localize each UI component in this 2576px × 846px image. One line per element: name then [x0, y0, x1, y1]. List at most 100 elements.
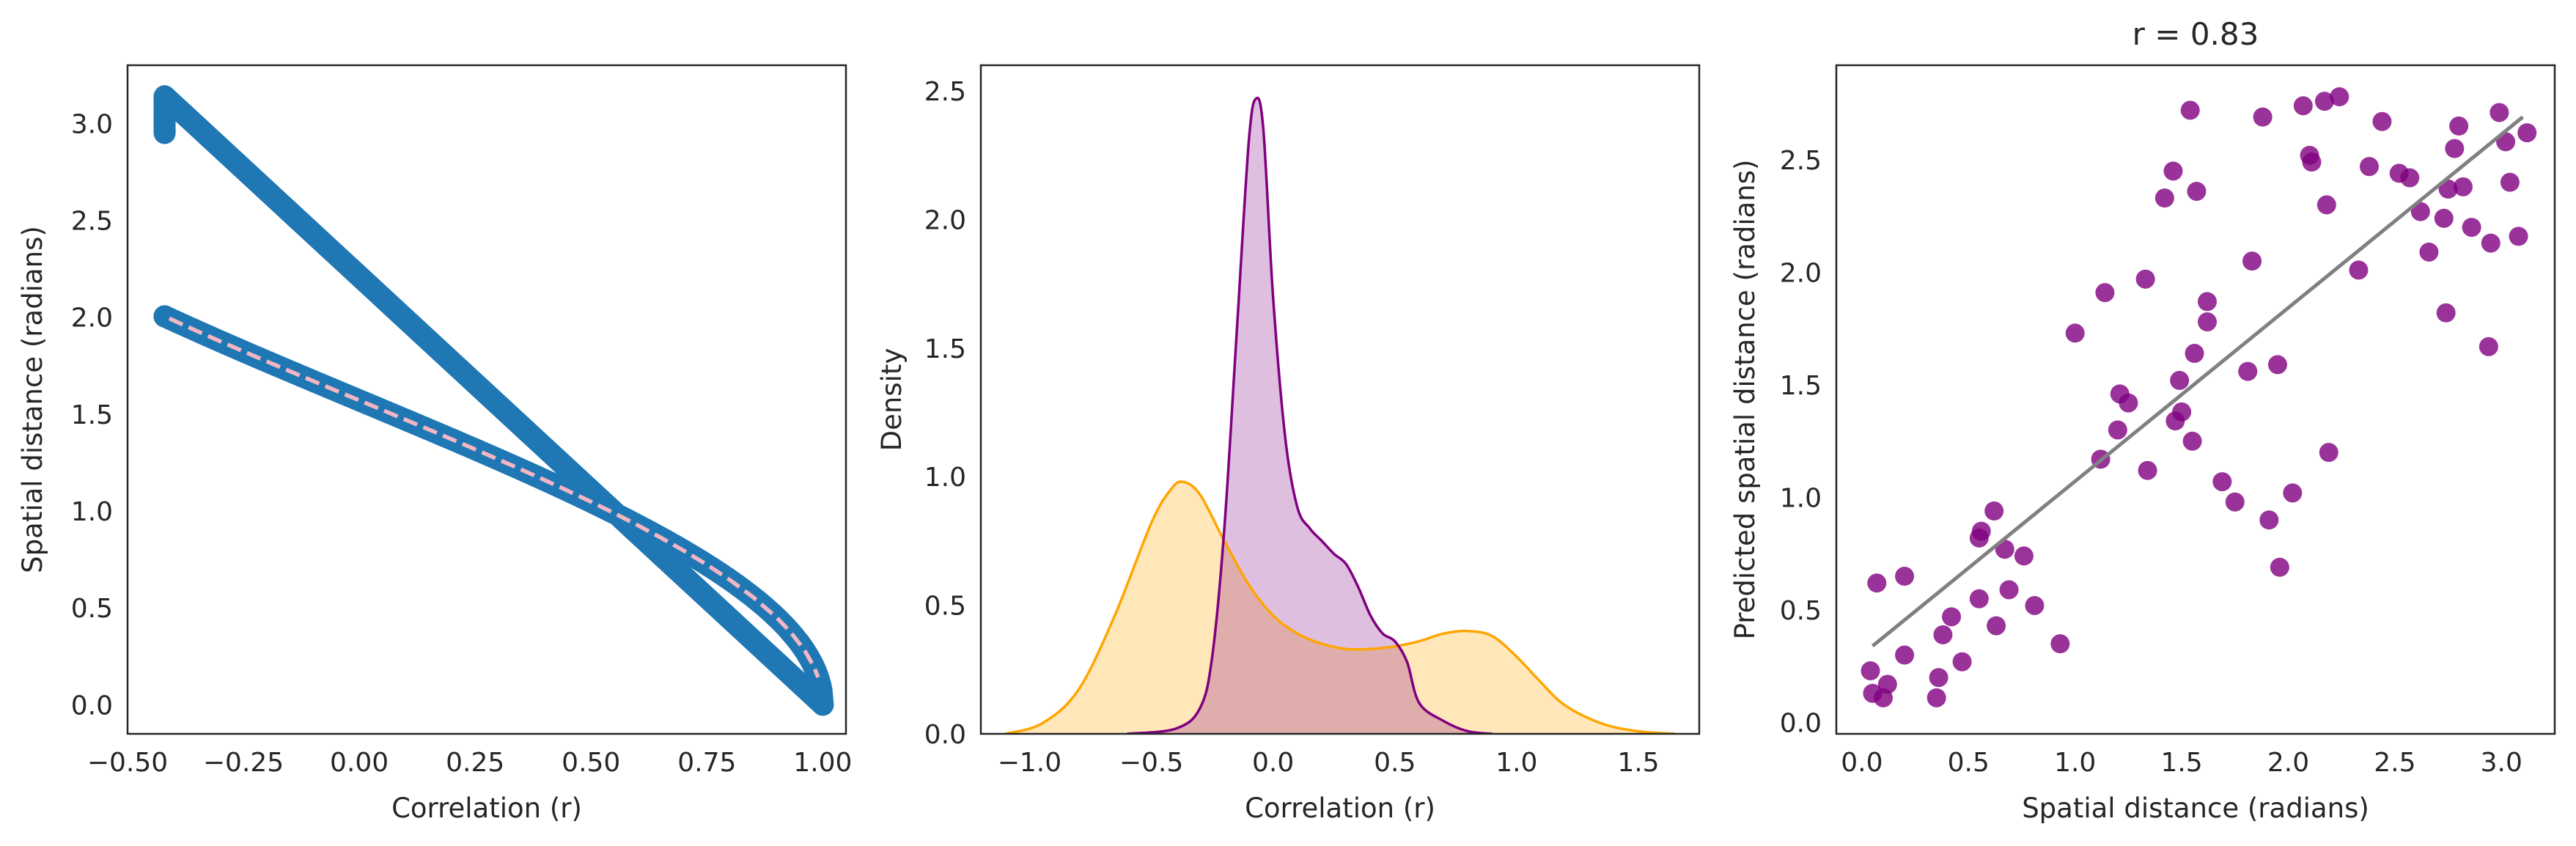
- panel-1-x-tick-label: 0.75: [677, 748, 736, 778]
- panel-1-y-tick-label: 3.0: [71, 109, 113, 139]
- panel-1-frame: [126, 64, 847, 735]
- panel-3-point: [2489, 103, 2509, 122]
- panel-3-point: [2436, 303, 2456, 323]
- panel-3-point: [1984, 501, 2004, 521]
- panel-1-y-tick-label: 0.0: [71, 691, 113, 721]
- panel-3-point: [2163, 161, 2183, 181]
- panel-3-point: [2095, 283, 2115, 303]
- panel-1-point: [487, 448, 509, 471]
- panel-3-point: [1987, 616, 2006, 636]
- panel-3-point: [1895, 567, 1915, 586]
- panel-3-title: r = 0.83: [2132, 16, 2259, 52]
- panel-1-y-tick-labels: 0.0 0.5 1.0 1.5 2.0 2.5 3.0: [71, 109, 113, 721]
- panel-3-frame: [1835, 64, 2556, 735]
- panel-2-x-tick-label: 1.5: [1617, 748, 1659, 778]
- panel-3-point: [2316, 195, 2336, 215]
- panel-3-point: [2014, 546, 2034, 566]
- panel-3-point: [2445, 139, 2465, 158]
- panel-3-y-tick-label: 0.0: [1780, 709, 1822, 739]
- panel-1-point: [524, 465, 547, 488]
- panel-2-y-tick-label: 0.5: [924, 592, 966, 622]
- panel-3-point: [2283, 483, 2303, 503]
- panel-3-point: [2314, 92, 2334, 111]
- panel-3-point: [2138, 460, 2157, 480]
- panel-3-point: [2349, 260, 2369, 280]
- panel-2-y-axis-label: Density: [876, 348, 908, 452]
- panel-3-point: [2253, 107, 2273, 127]
- panel-2-x-tick-label: 0.0: [1252, 748, 1294, 778]
- panel-3-point: [2360, 157, 2380, 177]
- panel-3-point: [2108, 420, 2127, 440]
- panel-3-marks: [1861, 87, 2537, 707]
- purple-density-fill: [1127, 98, 1493, 734]
- panel-3-point: [2197, 312, 2217, 332]
- panel-3-point: [1933, 625, 1953, 644]
- panel-3-point: [1999, 580, 2019, 600]
- orange-density-fill: [1005, 481, 1675, 734]
- panel-3-x-tick-label: 1.0: [2054, 748, 2096, 778]
- panel-1-x-tick-label: 0.50: [562, 748, 620, 778]
- panel-2-y-tick-labels: 0.0 0.5 1.0 1.5 2.0 2.5: [924, 77, 966, 750]
- panel-1-y-tick-label: 0.5: [71, 594, 113, 624]
- panel-3-point: [2410, 202, 2430, 221]
- panel-3-point: [2182, 431, 2202, 451]
- panel-3-y-tick-label: 1.0: [1780, 484, 1822, 514]
- panel-3-point: [2481, 233, 2500, 253]
- panel-2-x-axis-label: Correlation (r): [1245, 792, 1435, 824]
- panel-3-x-axis-label: Spatial distance (radians): [2022, 792, 2369, 824]
- panel-3-y-tick-label: 2.5: [1780, 146, 1822, 176]
- panel-1-distance-vs-correlation: −0.50 −0.25 0.00 0.25 0.50 0.75 1.00 0.0 0.5 1.0…: [17, 64, 852, 824]
- panel-3-point: [1895, 645, 1915, 665]
- panel-2-y-tick-label: 0.0: [924, 720, 966, 750]
- panel-3-point: [2259, 510, 2279, 530]
- panel-3-point: [2372, 111, 2392, 131]
- panel-3-point: [2180, 100, 2200, 120]
- panel-1-marks: [153, 85, 834, 716]
- panel-3-point: [2225, 492, 2245, 512]
- panel-3-point: [2438, 179, 2458, 199]
- panel-3-point: [2065, 323, 2085, 343]
- panel-1-point: [809, 674, 832, 696]
- panel-3-point: [2242, 251, 2262, 271]
- panel-3-x-tick-label: 2.0: [2267, 748, 2309, 778]
- panel-3-plot-area: [1861, 87, 2537, 707]
- panel-3-point: [1927, 688, 1946, 707]
- panel-3-point: [2330, 87, 2349, 106]
- panel-3-x-tick-labels: 0.0 0.5 1.0 1.5 2.0 2.5 3.0: [1841, 748, 2522, 778]
- panel-1-y-tick-label: 1.0: [71, 497, 113, 527]
- panel-3-point: [1969, 589, 1989, 608]
- panel-2-y-tick-label: 1.5: [924, 334, 966, 364]
- panel-1-y-tick-label: 1.5: [71, 400, 113, 430]
- panel-1-point: [506, 456, 529, 479]
- panel-2-density: −1.0 −0.5 0.0 0.5 1.0 1.5 0.00.51.01.52.02.5 …: [876, 64, 1701, 824]
- panel-3-point: [2172, 402, 2192, 422]
- panel-3-point: [2302, 152, 2322, 172]
- panel-3-y-tick-label: 2.0: [1780, 259, 1822, 289]
- panel-3-regression-line: [1871, 115, 2524, 648]
- panel-3-y-tick-labels: 0.0 0.5 1.0 1.5 2.0 2.5: [1780, 146, 1822, 739]
- panel-3-point: [1867, 573, 1887, 593]
- panel-3-point: [2293, 96, 2313, 116]
- panel-3-point: [2154, 188, 2174, 208]
- panel-2-plot-area: [1004, 96, 1675, 734]
- panel-3-x-tick-label: 3.0: [2481, 748, 2522, 778]
- panel-3-point: [2025, 595, 2045, 615]
- panel-3-point: [1942, 607, 1962, 627]
- panel-2-y-tick-label: 2.5: [924, 77, 966, 107]
- panel-3-point: [2187, 181, 2207, 201]
- panel-2-y-tick-label: 2.0: [924, 205, 966, 235]
- panel-3-point: [2050, 634, 2070, 654]
- panel-1-x-tick-label: 0.25: [446, 748, 504, 778]
- panel-2-x-tick-label: 0.5: [1374, 748, 1416, 778]
- panel-1-x-tick-label: 1.00: [793, 748, 852, 778]
- panel-3-x-tick-label: 0.5: [1948, 748, 1990, 778]
- panel-3-point: [2267, 355, 2287, 375]
- panel-1-y-axis-label: Spatial distance (radians): [17, 226, 48, 573]
- panel-3-point: [1952, 652, 1972, 672]
- panel-1-x-tick-label: 0.00: [330, 748, 389, 778]
- panel-3-point: [1877, 674, 1897, 694]
- panel-1-point: [468, 440, 491, 463]
- panel-1-point: [431, 424, 454, 446]
- purple-density-line: [1127, 96, 1493, 734]
- panel-3-point: [2419, 242, 2439, 262]
